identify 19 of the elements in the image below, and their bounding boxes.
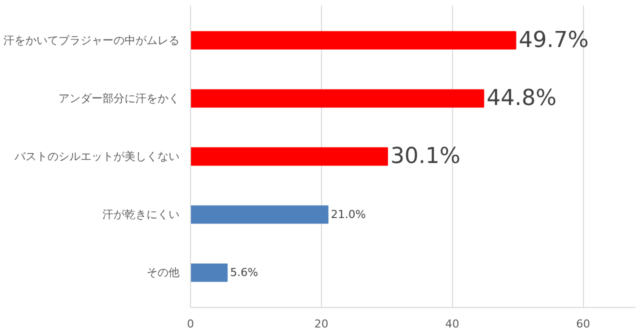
x-tick-label: 0 <box>187 318 194 330</box>
y-tick-label: その他 <box>146 266 180 280</box>
x-tick-label: 20 <box>314 318 328 330</box>
x-tick-label: 60 <box>576 318 590 330</box>
y-tick-label: 汗が乾きにくい <box>102 208 180 222</box>
data-label: 5.6% <box>230 266 258 280</box>
bar <box>190 205 328 224</box>
data-label: 30.1% <box>390 144 460 169</box>
data-label: 44.8% <box>486 86 557 111</box>
x-tick-label: 40 <box>445 318 460 330</box>
data-label: 49.7% <box>518 28 589 53</box>
bar <box>190 89 484 108</box>
y-tick-label: アンダー部分に汗をかく <box>58 92 180 105</box>
y-tick-label: 汗をかいてブラジャーの中がムレる <box>4 34 180 47</box>
bar <box>190 263 228 282</box>
bar <box>190 147 388 166</box>
bar <box>190 31 516 50</box>
data-label: 21.0% <box>330 208 366 222</box>
y-tick-label: バストのシルエットが美しくない <box>14 150 180 163</box>
